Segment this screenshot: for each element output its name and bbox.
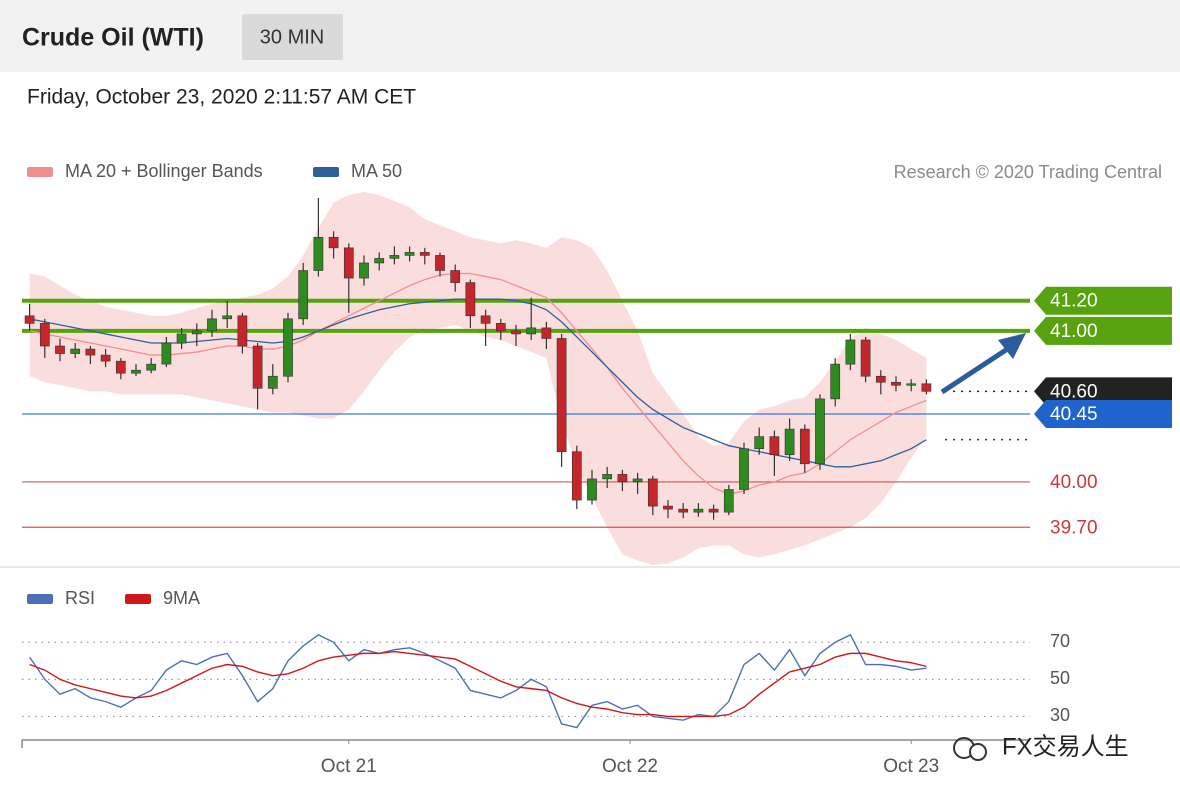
candle-body	[875, 375, 886, 383]
level-label-box	[1034, 286, 1172, 315]
watermark-icon	[969, 743, 987, 761]
x-tick-label: Oct 22	[602, 756, 658, 777]
candle-body	[754, 436, 765, 450]
candle-body	[511, 330, 521, 335]
candle-body	[450, 270, 461, 283]
header-bar	[0, 0, 1180, 72]
candle-body	[784, 428, 795, 456]
legend-swatch	[27, 167, 53, 177]
level-label-box	[1034, 399, 1172, 428]
candle-body	[55, 345, 65, 354]
candle-body	[526, 327, 537, 335]
candle-body	[267, 375, 278, 389]
candle-body	[541, 327, 552, 339]
candle-body	[647, 478, 658, 507]
ma-line	[29, 272, 927, 495]
candle-body	[723, 489, 734, 513]
candle-body	[328, 236, 339, 249]
candle-body	[404, 252, 415, 256]
candle-body	[921, 383, 932, 392]
candle-body	[252, 345, 263, 389]
candle-body	[283, 318, 293, 377]
candle-body	[389, 255, 400, 259]
candle-body	[100, 354, 111, 362]
legend-label: MA 20 + Bollinger Bands	[65, 161, 263, 181]
candle-body	[298, 270, 309, 320]
x-tick-label: Oct 21	[321, 756, 377, 777]
candle-body	[191, 330, 202, 335]
candle-body	[85, 348, 96, 356]
y-tick-label: 70	[1050, 631, 1070, 651]
candle-body	[860, 339, 871, 377]
candle-body	[435, 255, 445, 271]
credit: Research © 2020 Trading Central	[894, 162, 1162, 182]
candle-body	[465, 282, 476, 317]
interval-pill[interactable]	[242, 14, 343, 60]
level-label: 40.45	[1050, 404, 1098, 425]
candle-body	[207, 318, 217, 332]
candle-body	[799, 428, 810, 465]
candle-body	[115, 360, 126, 374]
candle-body	[374, 258, 385, 264]
legend-swatch	[27, 594, 53, 604]
candle-body	[359, 262, 369, 279]
instrument-title: Crude Oil (WTI)	[22, 24, 204, 52]
candle-body	[161, 342, 172, 365]
candle-body	[24, 315, 35, 324]
forecast-arrow-head	[998, 333, 1026, 359]
candle-body	[176, 333, 187, 344]
level-label: 41.00	[1050, 321, 1098, 342]
bollinger-band	[29, 191, 927, 565]
candle-body	[131, 369, 141, 374]
candle-body	[237, 315, 248, 347]
candle-body	[495, 323, 506, 332]
candle-body	[769, 436, 780, 456]
x-tick-label: Oct 23	[883, 756, 939, 777]
candle-body	[708, 508, 719, 513]
candle-body	[663, 505, 673, 510]
level-label: 39.70	[1050, 517, 1098, 538]
candle-body	[556, 338, 567, 453]
y-tick-label: 30	[1050, 705, 1070, 725]
candle-body	[602, 474, 613, 480]
candle-body	[39, 323, 50, 347]
level-label: 40.00	[1050, 472, 1098, 493]
rsi-line	[29, 650, 927, 718]
legend-label: MA 50	[351, 161, 402, 181]
interval-label[interactable]: 30 MIN	[260, 26, 324, 48]
candle-body	[587, 478, 597, 501]
y-tick-label: 50	[1050, 668, 1070, 688]
candle-body	[815, 398, 825, 465]
candle-body	[906, 383, 917, 386]
candle-body	[480, 315, 491, 324]
candle-body	[571, 451, 582, 501]
watermark: FX交易人生	[1002, 733, 1129, 760]
candle-body	[678, 508, 689, 513]
candle-body	[419, 252, 430, 256]
candle-body	[830, 363, 841, 400]
level-label: 41.20	[1050, 291, 1098, 312]
candle-body	[146, 363, 157, 371]
legend-label: 9MA	[163, 588, 200, 608]
candle-body	[222, 315, 233, 320]
legend-label: RSI	[65, 588, 95, 608]
rsi-line	[29, 633, 927, 729]
candle-body	[343, 247, 354, 279]
level-label-box	[1034, 377, 1172, 406]
legend-swatch	[313, 167, 339, 177]
candle-body	[313, 236, 324, 271]
candle-body	[739, 448, 749, 490]
timestamp: Friday, October 23, 2020 2:11:57 AM CET	[27, 86, 416, 109]
candle-body	[845, 339, 856, 365]
legend-swatch	[125, 594, 151, 604]
candle-body	[891, 381, 901, 386]
candle-body	[693, 508, 704, 513]
candle-body	[70, 348, 81, 354]
candle-body	[617, 474, 628, 483]
level-label-box	[1034, 316, 1172, 345]
candle-body	[632, 478, 643, 483]
forecast-arrow	[940, 343, 1014, 395]
level-label: 40.60	[1050, 381, 1098, 402]
